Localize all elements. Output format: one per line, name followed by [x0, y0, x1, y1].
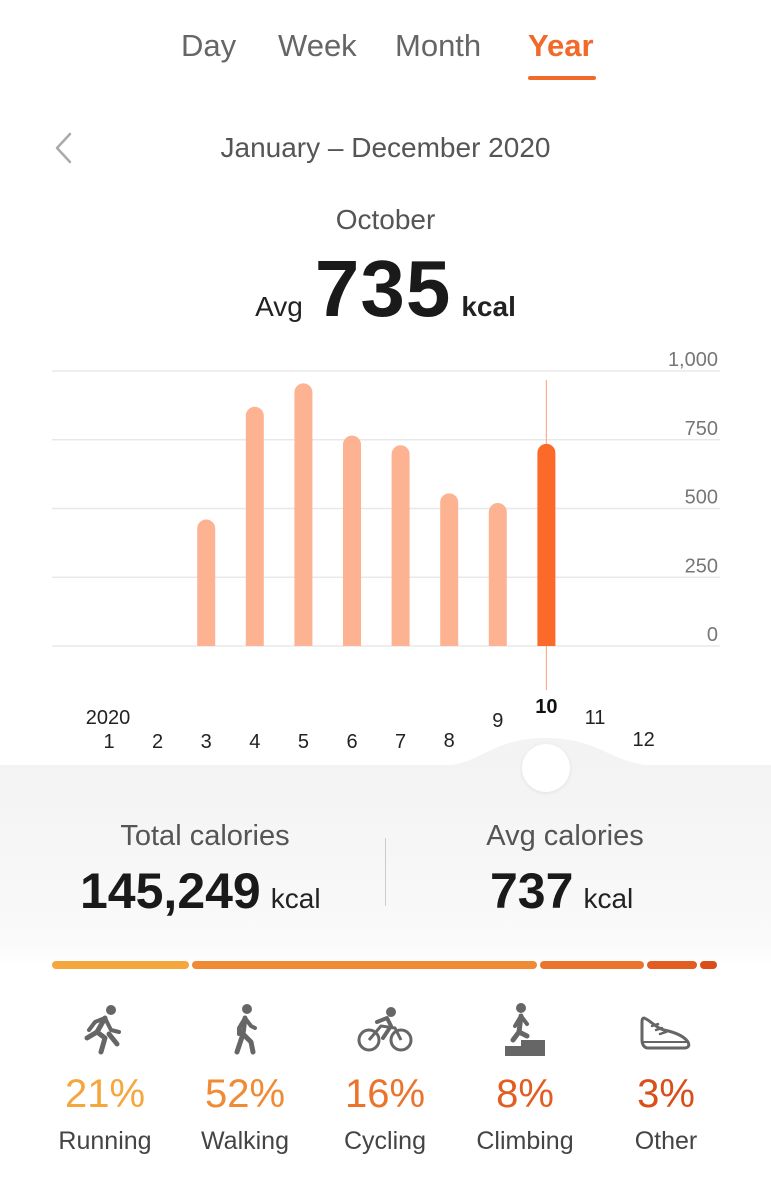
- avg-calories-unit: kcal: [583, 883, 634, 914]
- share-segment-other: [699, 961, 717, 969]
- x-tick-label[interactable]: 12: [632, 729, 654, 751]
- y-tick-label: 0: [707, 624, 718, 646]
- tab-day[interactable]: Day: [181, 28, 237, 63]
- bar-selected[interactable]: [537, 443, 556, 646]
- walking-icon: [234, 1004, 257, 1055]
- climbing-label: Climbing: [476, 1127, 574, 1155]
- activity-running[interactable]: 21% Running: [35, 1000, 175, 1156]
- avg-prefix: Avg: [255, 291, 303, 322]
- climbing-percent: 8%: [496, 1072, 554, 1116]
- climbing-icon: [505, 1003, 545, 1056]
- running-percent: 21%: [64, 1072, 146, 1116]
- total-calories-title: Total calories: [120, 820, 290, 852]
- x-tick-label[interactable]: 11: [585, 707, 606, 729]
- other-percent: 3%: [637, 1072, 695, 1116]
- active-tab-indicator: [528, 76, 596, 80]
- year-label: 2020: [86, 707, 131, 729]
- shoe-icon: [640, 1016, 691, 1050]
- selected-month-label: October: [335, 204, 436, 235]
- previous-period-button[interactable]: [50, 130, 80, 166]
- running-icon: [84, 1005, 121, 1055]
- month-scrubber-handle[interactable]: [522, 744, 570, 792]
- share-segment-running: [52, 961, 190, 969]
- selected-average: Avg 735 kcal: [0, 243, 771, 333]
- bar[interactable]: [488, 503, 507, 646]
- activity-walking[interactable]: 52% Walking: [175, 1000, 315, 1156]
- x-tick-label[interactable]: 8: [444, 730, 455, 752]
- tab-year[interactable]: Year: [528, 28, 594, 63]
- tab-month[interactable]: Month: [395, 28, 482, 63]
- x-tick-label[interactable]: 10: [535, 696, 557, 718]
- other-label: Other: [634, 1127, 698, 1155]
- tab-week[interactable]: Week: [278, 28, 357, 63]
- running-label: Running: [58, 1127, 152, 1155]
- x-tick-label[interactable]: 1: [103, 731, 114, 753]
- activity-climbing[interactable]: 8% Climbing: [455, 1000, 595, 1156]
- total-calories-unit: kcal: [270, 883, 321, 914]
- avg-value: 735: [314, 244, 452, 333]
- avg-calories-value: 737: [490, 863, 574, 919]
- x-tick-label[interactable]: 7: [395, 731, 406, 753]
- avg-unit: kcal: [461, 291, 516, 322]
- avg-calories-title: Avg calories: [486, 820, 644, 852]
- x-tick-label[interactable]: 4: [249, 731, 260, 753]
- bar[interactable]: [343, 435, 361, 646]
- bar[interactable]: [294, 383, 313, 646]
- walking-label: Walking: [201, 1127, 289, 1155]
- x-tick-label[interactable]: 3: [201, 731, 212, 753]
- period-tabs: Day Week Month Year: [0, 22, 771, 82]
- share-segment-cycling: [539, 961, 644, 969]
- cycling-percent: 16%: [344, 1072, 426, 1116]
- activity-other[interactable]: 3% Other: [596, 1000, 736, 1156]
- cycling-label: Cycling: [344, 1127, 426, 1155]
- date-range-label: January – December 2020: [220, 132, 551, 163]
- x-tick-label[interactable]: 5: [298, 731, 309, 753]
- total-calories-value: 145,249: [80, 863, 261, 919]
- activity-cycling[interactable]: 16% Cycling: [315, 1000, 455, 1156]
- share-segment-walking: [192, 961, 537, 969]
- x-tick-label[interactable]: 2: [152, 731, 163, 753]
- x-tick-label[interactable]: 6: [346, 731, 357, 753]
- stats-divider: [385, 838, 386, 906]
- chevron-left-icon: [55, 132, 72, 164]
- y-tick-label: 750: [685, 418, 718, 440]
- share-segment-climbing: [646, 961, 697, 969]
- total-calories: 145,249 kcal: [80, 862, 321, 920]
- bar[interactable]: [245, 406, 264, 646]
- cycling-icon: [357, 1007, 413, 1052]
- summary-panel: [0, 765, 771, 1200]
- x-tick-label[interactable]: 9: [492, 710, 503, 732]
- walking-percent: 52%: [204, 1072, 286, 1116]
- bar[interactable]: [391, 445, 410, 646]
- y-tick-label: 1,000: [668, 349, 718, 371]
- y-tick-label: 500: [685, 487, 718, 509]
- bar[interactable]: [440, 493, 459, 646]
- bar[interactable]: [197, 519, 216, 647]
- avg-calories: 737 kcal: [490, 862, 633, 920]
- y-tick-label: 250: [685, 555, 718, 577]
